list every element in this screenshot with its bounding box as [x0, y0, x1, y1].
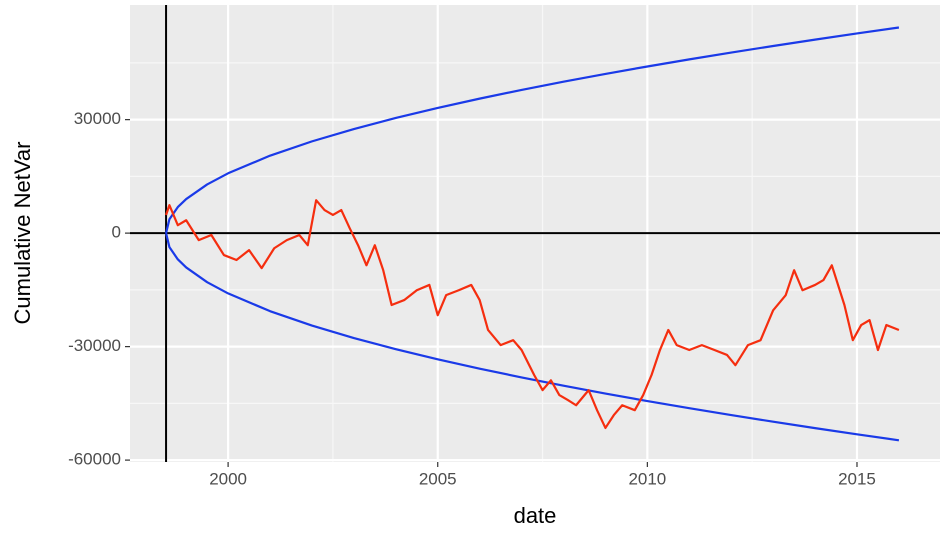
x-tick-label: 2010: [628, 469, 666, 488]
y-tick-label: -60000: [68, 450, 121, 469]
y-tick-label: 30000: [74, 109, 121, 128]
x-axis-title: date: [514, 503, 557, 528]
series-line: [165, 199, 900, 430]
x-tick-label: 2000: [209, 469, 247, 488]
x-tick-label: 2005: [419, 469, 457, 488]
y-tick-label: -30000: [68, 336, 121, 355]
series-line: [164, 26, 900, 234]
x-tick-label: 2015: [838, 469, 876, 488]
y-tick-label: 0: [112, 223, 121, 242]
series-line: [164, 232, 900, 442]
y-axis-title: Cumulative NetVar: [10, 142, 35, 325]
